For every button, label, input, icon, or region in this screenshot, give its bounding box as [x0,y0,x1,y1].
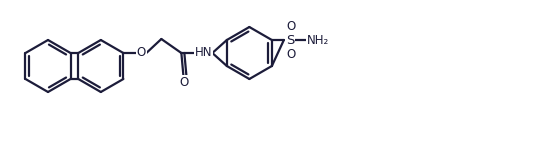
Text: O: O [286,47,295,61]
Text: O: O [136,46,146,59]
Text: HN: HN [194,46,212,59]
Text: NH₂: NH₂ [307,34,329,46]
Text: S: S [286,34,294,46]
Text: O: O [180,76,189,88]
Text: O: O [286,20,295,32]
